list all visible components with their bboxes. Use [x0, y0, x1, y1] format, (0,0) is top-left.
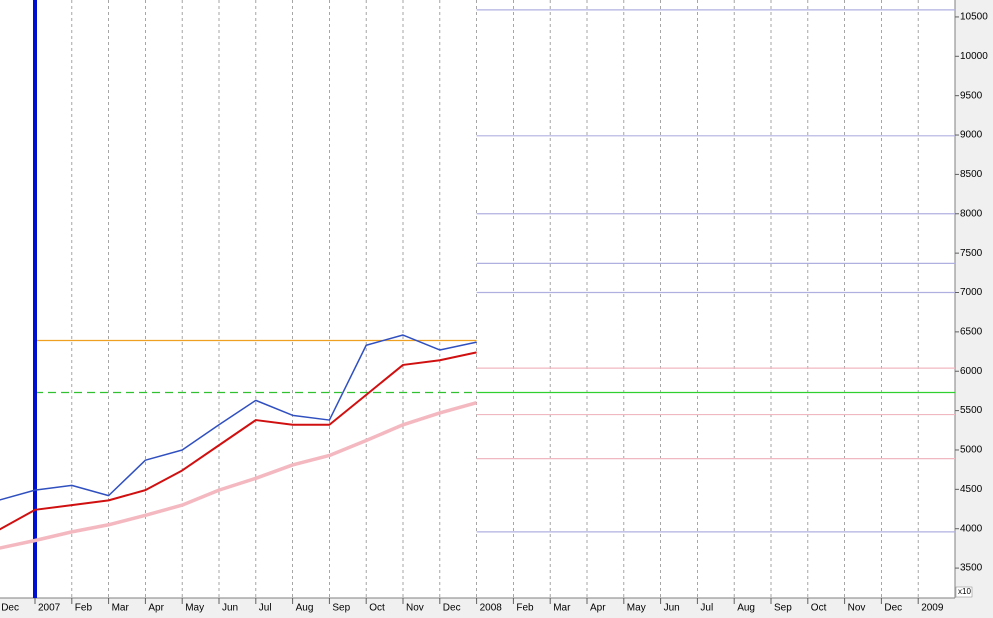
x-tick-label: Apr	[148, 603, 164, 614]
x-tick-label: Dec	[884, 603, 902, 614]
x-tick-label: Nov	[406, 603, 424, 614]
y-tick-label: 4500	[960, 484, 983, 495]
y-tick-label: 9000	[960, 130, 983, 141]
x-tick-label: Mar	[553, 603, 571, 614]
series-line	[0, 401, 478, 550]
x-tick-label: Jun	[664, 603, 680, 614]
y-tick-label: 3500	[960, 563, 983, 574]
x-tick-label: Feb	[75, 603, 93, 614]
y-tick-label: 8000	[960, 208, 983, 219]
x-tick-label: 2009	[921, 603, 944, 614]
x-tick-label: 2007	[38, 603, 61, 614]
x-tick-label: Sep	[332, 603, 350, 614]
series-line	[0, 334, 477, 501]
x-axis-panel	[0, 598, 993, 618]
x-tick-label: Oct	[811, 603, 827, 614]
x-tick-label: Oct	[369, 603, 385, 614]
x-tick-label: Jul	[700, 603, 713, 614]
x-tick-label: Aug	[737, 603, 755, 614]
y-tick-label: 7000	[960, 287, 983, 298]
x-tick-label: Jul	[259, 603, 272, 614]
x-tick-label: Nov	[848, 603, 866, 614]
x-tick-label: Dec	[443, 603, 461, 614]
y-tick-label: 5500	[960, 405, 983, 416]
x-tick-label: Apr	[590, 603, 606, 614]
x-tick-label: Mar	[112, 603, 130, 614]
y-tick-label: 4000	[960, 523, 983, 534]
y-tick-label: 10500	[960, 12, 988, 23]
scale-note: x10	[958, 587, 971, 596]
y-axis-panel	[955, 0, 993, 618]
y-tick-label: 6000	[960, 366, 983, 377]
y-tick-label: 8500	[960, 169, 983, 180]
y-tick-label: 9500	[960, 90, 983, 101]
x-tick-label: 2008	[480, 603, 503, 614]
scale-box	[955, 586, 973, 598]
x-tick-label: May	[627, 603, 646, 614]
y-tick-label: 10000	[960, 51, 988, 62]
y-tick-label: 7500	[960, 248, 983, 259]
y-tick-label: 5000	[960, 445, 983, 456]
x-tick-label: Dec	[1, 603, 19, 614]
x-tick-label: May	[185, 603, 204, 614]
x-tick-label: Feb	[516, 603, 534, 614]
y-tick-label: 6500	[960, 327, 983, 338]
x-tick-label: Sep	[774, 603, 792, 614]
x-tick-label: Jun	[222, 603, 238, 614]
series-line	[0, 351, 477, 531]
x-tick-label: Aug	[296, 603, 314, 614]
